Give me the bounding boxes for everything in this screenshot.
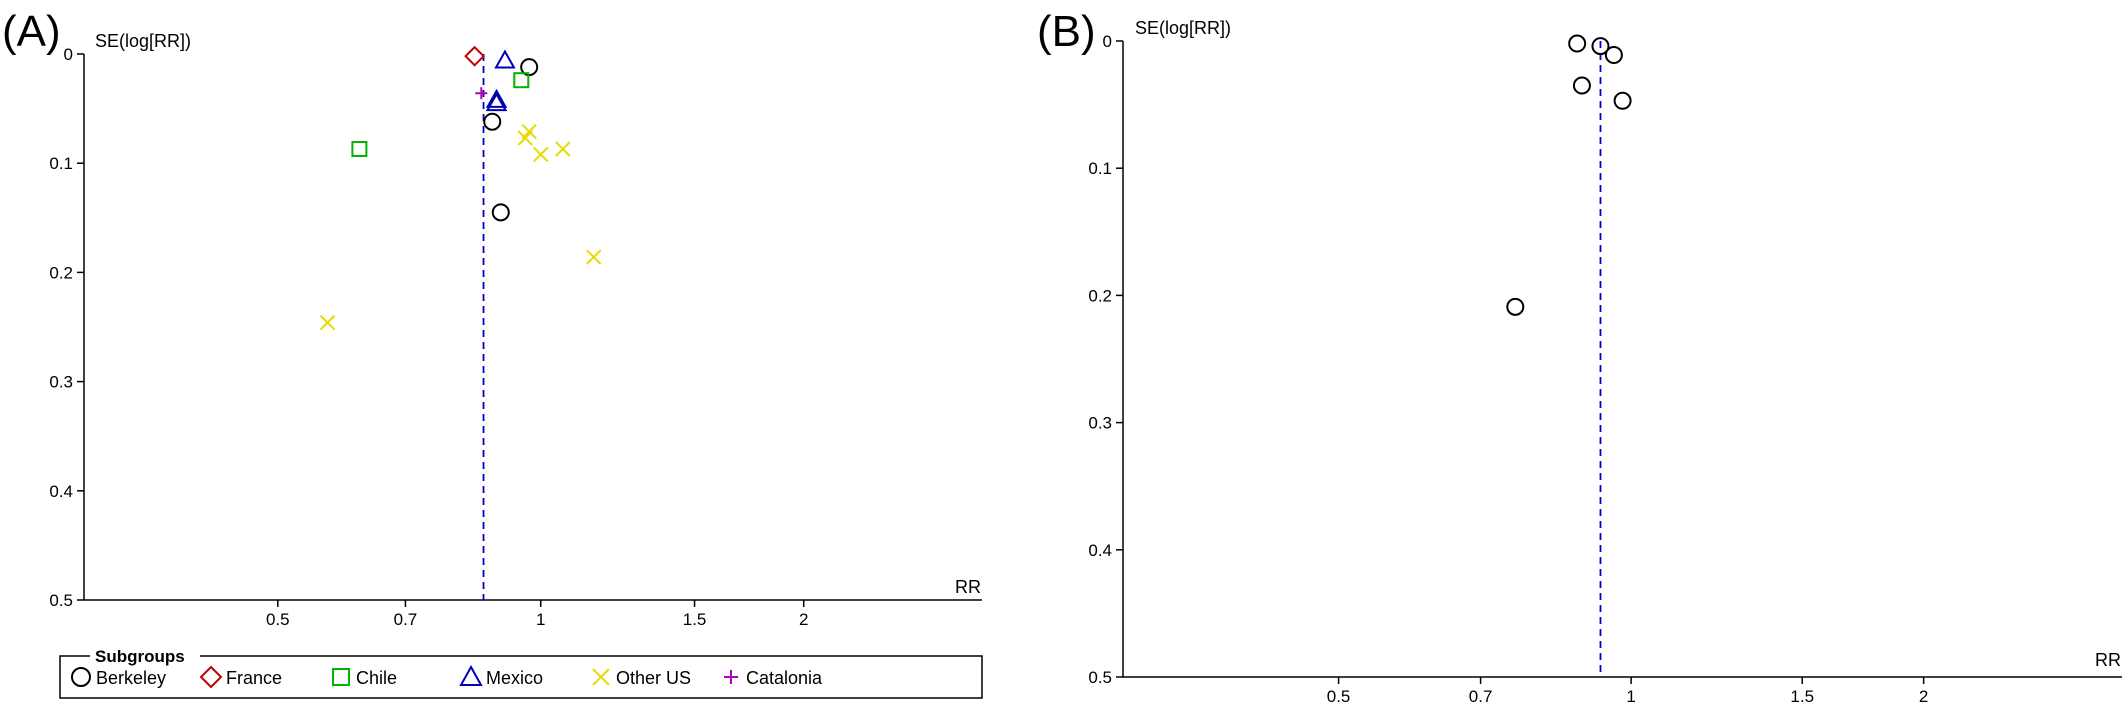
panel-a-x-tick-label: 0.7 [394, 610, 418, 629]
panel-a-other-us-point [533, 146, 549, 163]
panel-a-chile-point [513, 72, 530, 89]
legend-label: Mexico [486, 668, 543, 688]
panel-b-x-tick-label: 2 [1919, 687, 1928, 706]
legend-label: Berkeley [96, 668, 166, 688]
panel-a-berkeley-point [483, 112, 502, 131]
panel-b-y-axis-title: SE(log[RR]) [1135, 18, 1231, 38]
panel-a-x-axis-title: RR [955, 577, 981, 597]
panel-b-y-tick-label: 0.3 [1088, 414, 1112, 433]
panel-b-study-point [1604, 45, 1623, 64]
legend-entry-other-us: Other US [592, 668, 691, 688]
panel-b-x-tick-label: 0.7 [1469, 687, 1493, 706]
panel-b-y-tick-label: 0 [1103, 32, 1112, 51]
panel-b-y-tick-label: 0.2 [1088, 286, 1112, 305]
panel-a-legend: Subgroups Berkeley France Chile Mexico Other … [59, 647, 983, 699]
panel-a-y-tick-label: 0 [64, 45, 73, 64]
panel-b-y-tick-label: 0.1 [1088, 159, 1112, 178]
panel-b-x-axis-title: RR [2095, 650, 2121, 670]
legend-marker-circle [71, 667, 91, 687]
panel-a-y-tick-label: 0.1 [49, 154, 73, 173]
panel-b-study-point [1568, 34, 1587, 53]
panel-a-other-us-point [555, 141, 571, 157]
panel-b-study-point [1572, 76, 1591, 95]
panel-a-label: (A) [2, 7, 61, 56]
legend-marker-x [592, 668, 610, 686]
legend-label: France [226, 668, 282, 688]
panel-b-study-point [1591, 37, 1610, 56]
panel-a-x-tick-label: 1.5 [683, 610, 707, 629]
legend-entry-catalonia: Catalonia [724, 668, 823, 688]
legend-label: Chile [356, 668, 397, 688]
panel-b: (B) SE(log[RR]) RR 0 0.1 0.2 0.3 0.4 0.5 0.5 0.… [1037, 7, 2122, 706]
panel-a-catalonia-point [475, 87, 488, 100]
panel-a-y-tick-label: 0.4 [49, 482, 73, 501]
panel-b-study-point [1506, 297, 1525, 316]
panel-a-chile-point [351, 141, 368, 158]
panel-b-x-tick-label: 1.5 [1790, 687, 1814, 706]
panel-a-y-tick-label: 0.2 [49, 263, 73, 282]
panel-a-other-us-point [319, 314, 336, 331]
panel-a-mexico-point [494, 49, 516, 69]
panel-b-label: (B) [1037, 7, 1096, 56]
legend-marker-plus [724, 670, 738, 684]
panel-b-x-tick-label: 0.5 [1327, 687, 1351, 706]
panel-a-y-axis-title: SE(log[RR]) [95, 31, 191, 51]
legend-marker-diamond [199, 665, 223, 689]
panel-a-other-us-point [517, 130, 533, 146]
panel-b-plot-area: 0 0.1 0.2 0.3 0.4 0.5 0.5 0.7 1 1.5 2 [1088, 32, 2122, 706]
legend-label: Catalonia [746, 668, 823, 688]
panel-a: (A) SE(log[RR]) RR 0 0.1 0.2 0.3 0.4 0.5 0.5 0.… [2, 7, 983, 699]
legend-entry-berkeley: Berkeley [71, 667, 166, 688]
panel-b-y-tick-label: 0.5 [1088, 668, 1112, 687]
legend-entry-chile: Chile [332, 668, 397, 688]
legend-entry-france: France [199, 665, 282, 689]
panel-a-berkeley-point [491, 203, 510, 222]
legend-marker-square [332, 668, 350, 686]
panel-a-y-tick-label: 0.3 [49, 373, 73, 392]
panel-b-study-point [1613, 91, 1632, 110]
legend-frame [59, 655, 983, 699]
legend-marker-triangle [459, 664, 483, 686]
legend-entry-mexico: Mexico [459, 664, 543, 688]
panel-b-y-tick-label: 0.4 [1088, 541, 1112, 560]
panel-a-other-us-point [586, 249, 602, 265]
panel-b-x-tick-label: 1 [1626, 687, 1635, 706]
panel-a-x-tick-label: 0.5 [266, 610, 290, 629]
panel-a-x-tick-label: 1 [536, 610, 545, 629]
panel-a-france-point [464, 45, 486, 67]
legend-title: Subgroups [95, 647, 185, 666]
panel-a-plot-area: 0 0.1 0.2 0.3 0.4 0.5 0.5 0.7 1 1.5 2 [49, 45, 982, 629]
panel-a-y-tick-label: 0.5 [49, 591, 73, 610]
panel-a-mexico-point [485, 88, 508, 108]
legend-label: Other US [616, 668, 691, 688]
panel-a-x-tick-label: 2 [799, 610, 808, 629]
panel-a-mexico-point [485, 92, 508, 112]
